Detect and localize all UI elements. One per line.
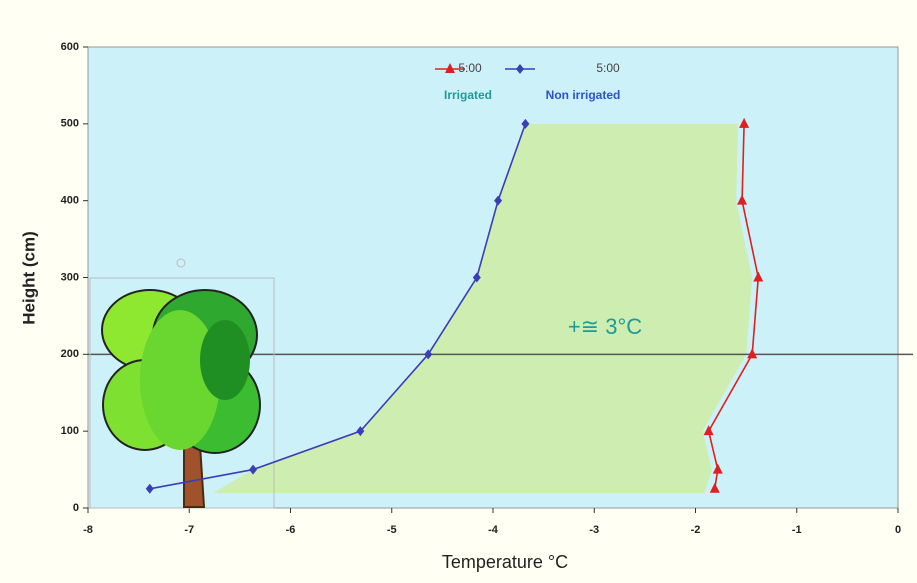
y-tick-label: 300 — [61, 271, 79, 283]
x-tick-label: -3 — [589, 524, 599, 536]
y-tick-label: 100 — [61, 425, 79, 437]
x-axis-label: Temperature °C — [442, 552, 568, 572]
chart: Height (cm) Temperature °C +≅ 3°C 0 100 20… — [0, 0, 917, 583]
y-tick-label: 200 — [61, 348, 79, 360]
x-tick-label: -1 — [792, 524, 802, 536]
y-tick-label: 600 — [61, 41, 79, 53]
x-tick-label: -8 — [83, 524, 93, 536]
x-tick-label: -5 — [387, 524, 397, 536]
y-axis-label: Height (cm) — [19, 231, 38, 325]
legend-group: Irrigated — [444, 88, 492, 102]
x-tick-label: -7 — [184, 524, 194, 536]
legend-group: Non irrigated — [546, 88, 621, 102]
x-tick-label: 0 — [895, 524, 901, 536]
legend-label: 5:00 — [596, 61, 620, 75]
y-tick-label: 0 — [73, 502, 79, 514]
annotation: +≅ 3°C — [568, 314, 642, 339]
y-tick-label: 500 — [61, 118, 79, 130]
legend-label: 5:00 — [458, 61, 482, 75]
x-tick-label: -2 — [691, 524, 701, 536]
x-tick-label: -6 — [286, 524, 296, 536]
x-tick-label: -4 — [488, 524, 499, 536]
y-tick-label: 400 — [61, 195, 79, 207]
